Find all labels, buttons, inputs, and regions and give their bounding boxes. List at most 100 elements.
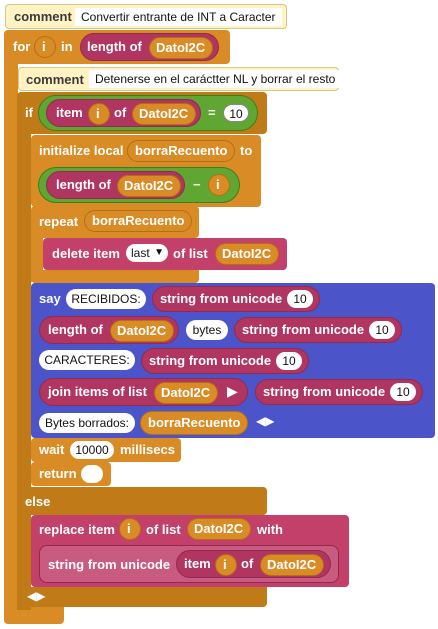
for-keyword: for [13, 39, 31, 54]
sfu-label-1: string from unicode [160, 291, 283, 306]
if-spine [17, 130, 31, 610]
return-keyword: return [39, 466, 77, 481]
replace-var-pill[interactable]: i [119, 518, 141, 540]
for-var: i [42, 39, 46, 54]
item-var-pill[interactable]: i [88, 103, 110, 125]
comment-text-2[interactable]: Detenerse en el caráctter NL y borrar el… [89, 70, 342, 88]
minus-var: i [216, 177, 220, 192]
repeat-var: borraRecuento [92, 213, 185, 228]
say-keyword: say [39, 291, 61, 306]
expand-arrow-icon[interactable]: ▶ [227, 383, 238, 399]
sfu-value-1[interactable]: 10 [287, 290, 313, 308]
local-var: borraRecuento [135, 143, 228, 158]
item-var-2: i [223, 557, 227, 572]
delete-which: last [131, 246, 150, 260]
of-label: of [114, 105, 127, 120]
sfu-label-3: string from unicode [149, 353, 272, 368]
wait-value[interactable]: 10000 [70, 441, 114, 459]
say-label-bytes-borrados[interactable]: Bytes borrados: [39, 413, 135, 433]
item-list-pill-2[interactable]: DatoI2C [260, 554, 324, 576]
for-loop-spine [4, 60, 18, 615]
comment-block-2[interactable]: comment Detenerse en el caráctter NL y b… [18, 67, 342, 91]
length-of-block-3[interactable]: length of DatoI2C [39, 316, 179, 344]
length-of-label: length of [87, 39, 142, 54]
for-var-pill[interactable]: i [34, 36, 56, 58]
replace-list-pill[interactable]: DatoI2C [187, 518, 251, 540]
wait-unit: millisecs [120, 442, 175, 457]
item-label-2: item [184, 556, 211, 571]
say-label-caracteres[interactable]: CARACTERES: [39, 350, 135, 370]
say-var-pill[interactable]: borraRecuento [140, 411, 248, 435]
sfu-value-4[interactable]: 10 [390, 383, 416, 401]
list-var-pill[interactable]: DatoI2C [149, 37, 213, 59]
expand-arrows-icon-2[interactable]: ◀▶ [27, 589, 46, 603]
sfu-block-2[interactable]: string from unicode 10 [234, 317, 402, 343]
repeat-bottom [31, 270, 199, 283]
sfu-block-3[interactable]: string from unicode 10 [141, 348, 309, 374]
sfu-block-1[interactable]: string from unicode 10 [152, 286, 320, 312]
length-of-label-2: length of [56, 177, 111, 192]
item-var: i [96, 106, 100, 121]
return-value[interactable] [81, 465, 103, 483]
comment-keyword-2: comment [26, 72, 84, 87]
comment-keyword: comment [14, 9, 72, 24]
delete-which-dropdown[interactable]: last ▼ [126, 244, 168, 262]
in-keyword: in [61, 39, 73, 54]
delete-item-block[interactable]: delete item last ▼ of list DatoI2C [43, 238, 287, 270]
wait-block[interactable]: wait 10000 millisecs [31, 438, 181, 462]
minus-op: − [193, 177, 201, 192]
item-of-block[interactable]: item i of DatoI2C [46, 99, 201, 127]
list-var-3: DatoI2C [117, 323, 167, 338]
minus-var-pill[interactable]: i [208, 174, 230, 196]
of-list-label: of list [173, 246, 208, 261]
sfu-block-5[interactable]: string from unicode item i of DatoI2C [39, 545, 339, 583]
to-label: to [240, 143, 253, 158]
equals-value[interactable]: 10 [223, 104, 249, 122]
initialize-local-label: initialize local [39, 143, 124, 158]
item-list: DatoI2C [139, 106, 189, 121]
delete-item-label: delete item [52, 246, 120, 261]
list-var-pill-3[interactable]: DatoI2C [110, 320, 174, 342]
length-of-block[interactable]: length of DatoI2C [80, 33, 219, 61]
item-list-pill[interactable]: DatoI2C [132, 103, 196, 125]
delete-list: DatoI2C [222, 246, 272, 261]
sfu-label-4: string from unicode [263, 384, 386, 399]
repeat-var-pill[interactable]: borraRecuento [84, 210, 192, 232]
comment-text-1[interactable]: Convertir entrante de INT a Caracter [75, 8, 282, 26]
join-items-block[interactable]: join items of list DatoI2C ▶ [39, 378, 248, 406]
sfu-label-5: string from unicode [48, 557, 171, 572]
length-of-label-3: length of [48, 322, 103, 337]
replace-var: i [127, 521, 131, 536]
item-var-pill-2[interactable]: i [215, 554, 237, 576]
comment-block-1[interactable]: comment Convertir entrante de INT a Cara… [5, 4, 287, 29]
equals-op: = [208, 105, 216, 120]
list-var-pill-2[interactable]: DatoI2C [117, 175, 181, 197]
replace-list: DatoI2C [194, 521, 244, 536]
length-of-block-2[interactable]: length of DatoI2C [46, 171, 185, 199]
for-loop-bottom [4, 606, 64, 624]
if-bottom [17, 587, 267, 607]
with-label: with [257, 522, 283, 537]
sfu-value-2[interactable]: 10 [369, 321, 395, 339]
sfu-block-4[interactable]: string from unicode 10 [255, 379, 423, 405]
item-list-2: DatoI2C [267, 557, 317, 572]
of-label-2: of [241, 556, 254, 571]
say-label-recibidos[interactable]: RECIBIDOS: [66, 289, 146, 309]
expand-arrows-icon[interactable]: ◀▶ [256, 414, 275, 428]
else-bar[interactable] [17, 487, 267, 515]
say-label-bytes[interactable]: bytes [186, 320, 228, 340]
item-of-block-2[interactable]: item i of DatoI2C [176, 550, 331, 578]
join-items-label: join items of list [48, 384, 147, 399]
list-var: DatoI2C [156, 40, 206, 55]
local-var-pill[interactable]: borraRecuento [127, 140, 235, 162]
return-block[interactable]: return [31, 462, 111, 486]
join-list-pill[interactable]: DatoI2C [154, 382, 218, 404]
list-var-2: DatoI2C [124, 178, 174, 193]
repeat-keyword: repeat [39, 214, 79, 229]
sfu-value-3[interactable]: 10 [276, 352, 302, 370]
chevron-down-icon: ▼ [154, 247, 164, 258]
if-keyword: if [25, 105, 33, 120]
item-label: item [56, 105, 83, 120]
else-keyword: else [25, 494, 51, 509]
delete-list-pill[interactable]: DatoI2C [215, 243, 279, 265]
